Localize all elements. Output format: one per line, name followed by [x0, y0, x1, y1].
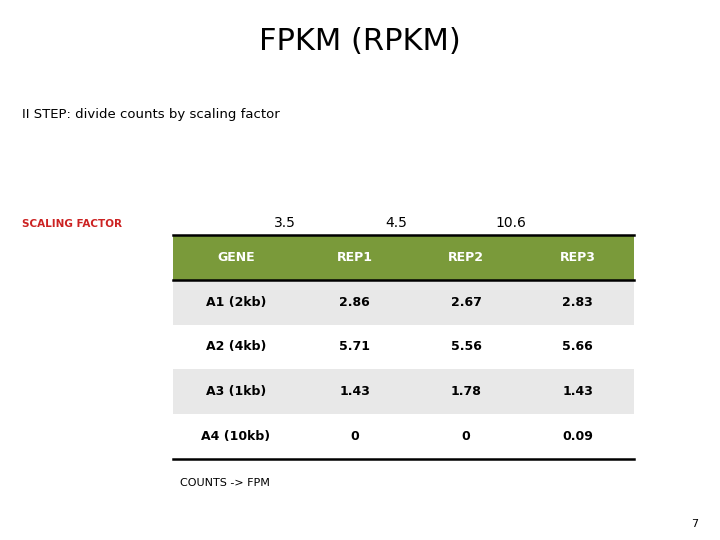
Text: REP3: REP3 [560, 251, 595, 264]
Text: 2.67: 2.67 [451, 295, 482, 309]
Text: 5.56: 5.56 [451, 340, 482, 354]
FancyBboxPatch shape [173, 325, 634, 369]
Text: COUNTS -> FPM: COUNTS -> FPM [180, 478, 270, 488]
Text: 7: 7 [691, 519, 698, 529]
Text: A3 (1kb): A3 (1kb) [206, 385, 266, 399]
Text: A2 (4kb): A2 (4kb) [206, 340, 266, 354]
Text: A4 (10kb): A4 (10kb) [201, 430, 271, 443]
Text: 4.5: 4.5 [385, 216, 407, 230]
FancyBboxPatch shape [173, 280, 634, 325]
Text: 0: 0 [462, 430, 471, 443]
Text: 10.6: 10.6 [496, 216, 526, 230]
Text: 1.43: 1.43 [562, 385, 593, 399]
Text: 1.78: 1.78 [451, 385, 482, 399]
Text: 0.09: 0.09 [562, 430, 593, 443]
Text: REP2: REP2 [448, 251, 484, 264]
Text: 5.66: 5.66 [562, 340, 593, 354]
Text: 3.5: 3.5 [274, 216, 295, 230]
Text: FPKM (RPKM): FPKM (RPKM) [259, 27, 461, 56]
Text: 2.83: 2.83 [562, 295, 593, 309]
FancyBboxPatch shape [173, 414, 634, 459]
Text: A1 (2kb): A1 (2kb) [206, 295, 266, 309]
Text: REP1: REP1 [337, 251, 373, 264]
FancyBboxPatch shape [173, 369, 634, 414]
Text: 1.43: 1.43 [339, 385, 370, 399]
Text: 2.86: 2.86 [339, 295, 370, 309]
Text: 5.71: 5.71 [339, 340, 370, 354]
Text: SCALING FACTOR: SCALING FACTOR [22, 219, 122, 229]
FancyBboxPatch shape [173, 235, 634, 280]
Text: II STEP: divide counts by scaling factor: II STEP: divide counts by scaling factor [22, 108, 279, 121]
Text: 0: 0 [350, 430, 359, 443]
Text: GENE: GENE [217, 251, 255, 264]
